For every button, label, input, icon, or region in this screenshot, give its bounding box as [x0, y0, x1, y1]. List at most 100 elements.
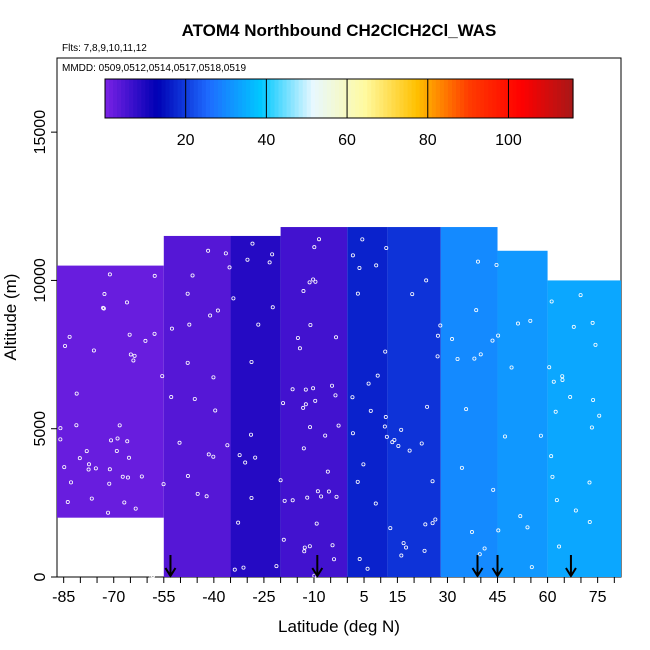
sample-point — [115, 436, 120, 441]
sample-point — [250, 241, 255, 246]
sample-point — [319, 494, 324, 499]
sample-point — [357, 557, 362, 562]
x-axis: -85 -70 -55 -40 -25 -10 5 15 30 45 60 75 — [52, 577, 615, 606]
sample-point — [249, 432, 254, 437]
arrow-head — [491, 567, 504, 578]
sample-point — [127, 332, 132, 337]
sample-point — [315, 489, 320, 494]
colorbar-swatch — [492, 79, 497, 118]
colorbar-swatch — [439, 79, 445, 118]
heatmap-layer — [57, 227, 621, 577]
colorbar-swatch — [411, 79, 417, 118]
sample-point — [560, 374, 565, 379]
arrows-layer — [164, 555, 577, 578]
sample-point — [63, 343, 68, 348]
sample-point — [365, 566, 370, 571]
sample-point — [330, 383, 335, 388]
colorbar-swatch — [464, 79, 469, 118]
colorbar-swatch — [330, 79, 336, 118]
colorbar-swatch — [355, 79, 360, 118]
sample-point — [332, 557, 337, 562]
colorbar-swatch — [387, 79, 393, 118]
sample-point — [101, 305, 106, 310]
colorbar-tick-label: 100 — [495, 132, 522, 149]
sample-point — [334, 494, 339, 499]
sample-point — [215, 308, 220, 313]
sample-point — [74, 423, 79, 428]
sample-point — [185, 360, 190, 365]
sample-point — [308, 323, 313, 328]
colorbar-swatch — [282, 79, 288, 118]
sample-point — [305, 495, 310, 500]
sample-point — [195, 491, 200, 496]
sample-point — [107, 272, 112, 277]
sample-point — [459, 465, 464, 470]
colorbar-swatch — [334, 79, 340, 118]
colorbar-swatch — [371, 79, 376, 118]
sample-point — [132, 353, 137, 358]
sample-point — [120, 474, 125, 479]
colorbar-swatch — [294, 79, 300, 118]
sample-point — [187, 322, 192, 327]
colorbar-swatch — [193, 79, 199, 118]
sample-point — [237, 453, 242, 458]
sample-point — [151, 563, 156, 568]
sample-point — [549, 299, 554, 304]
colorbar-swatch — [476, 79, 481, 118]
sample-point — [301, 446, 306, 451]
sample-point — [450, 337, 455, 342]
colorbar-swatch — [149, 79, 155, 118]
sample-point — [152, 273, 157, 278]
sample-point — [435, 354, 440, 359]
sample-point — [177, 440, 182, 445]
colorbar-swatch — [456, 79, 461, 118]
sample-point — [578, 293, 583, 298]
colorbar-swatch — [230, 79, 235, 118]
sample-point — [185, 291, 190, 296]
sample-point — [422, 548, 427, 553]
sample-point — [297, 346, 302, 351]
sample-point — [550, 474, 555, 479]
colorbar-swatch — [322, 79, 328, 118]
heatmap-cell — [57, 265, 164, 518]
heatmap-cell — [497, 250, 548, 577]
heatmap-cell — [163, 235, 231, 577]
sample-point — [388, 526, 393, 531]
colorbar-swatch — [306, 79, 312, 118]
sample-point — [303, 402, 308, 407]
colorbar-swatch — [298, 79, 304, 118]
sample-point — [313, 279, 318, 284]
colorbar-swatch — [552, 79, 558, 118]
sample-point — [475, 259, 480, 264]
colorbar-swatch — [504, 79, 510, 118]
colorbar-swatch — [339, 79, 344, 118]
sample-point — [502, 434, 507, 439]
x-tick-label: 15 — [389, 589, 407, 606]
sample-point — [401, 541, 406, 546]
colorbar-swatch — [560, 79, 566, 118]
sample-point — [211, 454, 216, 459]
sample-point — [270, 305, 275, 310]
colorbar-swatch — [213, 79, 219, 118]
colorbar-swatch — [508, 79, 514, 118]
sample-point — [491, 487, 496, 492]
colorbar-frame — [104, 78, 574, 119]
sample-point — [225, 443, 230, 448]
sample-point — [206, 248, 211, 253]
sample-point — [107, 481, 112, 486]
colorbar-swatch — [286, 79, 292, 118]
sample-point — [560, 377, 565, 382]
colorbar-swatch — [290, 79, 296, 118]
sample-point — [312, 245, 317, 250]
colorbar-swatch — [109, 79, 114, 118]
colorbar-swatch — [217, 79, 223, 118]
heatmap-cell — [547, 280, 621, 577]
sample-point — [571, 324, 576, 329]
sample-point — [392, 437, 397, 442]
colorbar-swatch — [302, 79, 308, 118]
sample-point — [410, 292, 415, 297]
sample-point — [553, 409, 558, 414]
sample-point — [589, 425, 594, 430]
sample-point — [169, 395, 174, 400]
